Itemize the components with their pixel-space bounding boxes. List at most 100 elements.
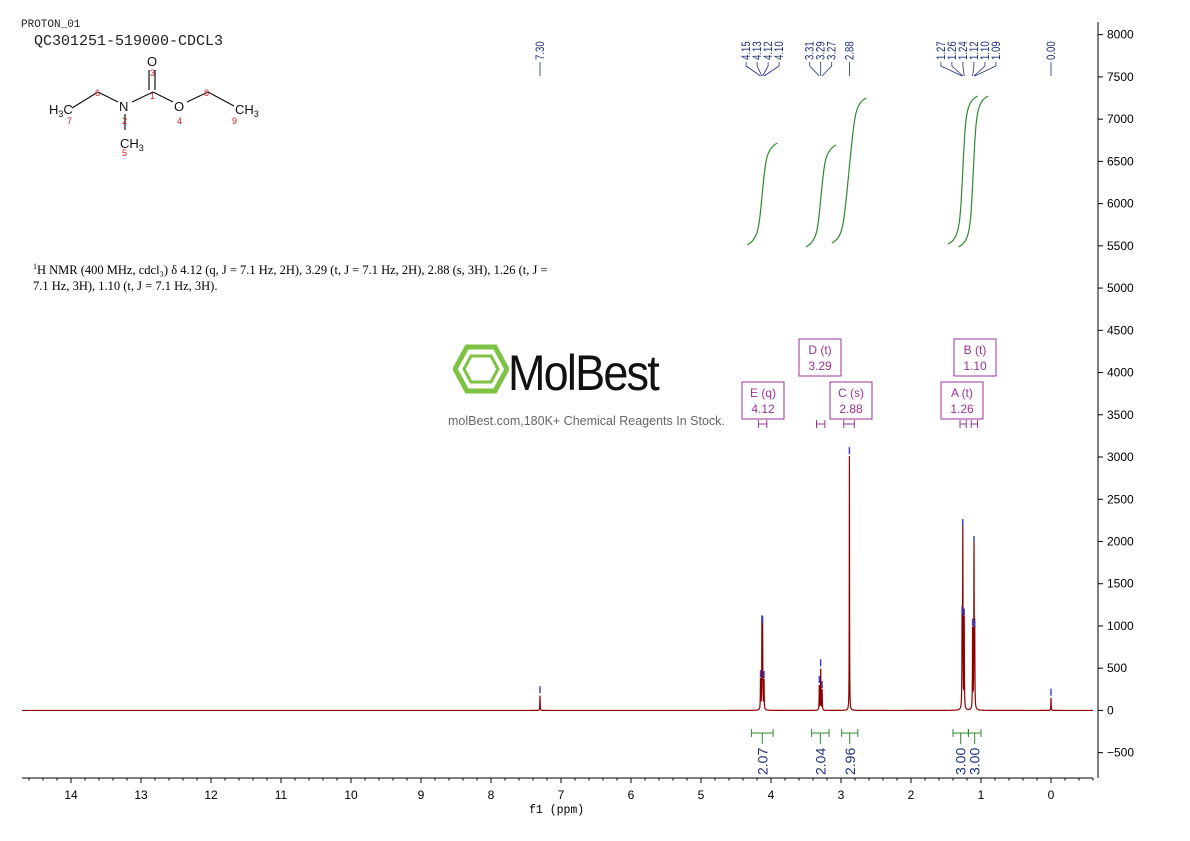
atom-label-4: 4 <box>177 116 182 126</box>
atom-ch3-right: CH3 <box>235 102 259 119</box>
atom-ch3-n: CH3 <box>120 136 144 153</box>
peak-label: 4.12 <box>762 41 775 60</box>
atom-ch3-left: H3C <box>49 102 73 119</box>
atom-label-7: 7 <box>67 116 72 126</box>
integral-curve <box>746 142 778 246</box>
peak-label: 3.27 <box>826 41 839 60</box>
atom-label-5: 5 <box>122 148 127 158</box>
peak-label: 1.27 <box>935 41 948 60</box>
peak-label-connector <box>745 62 761 77</box>
multiplet-shift: 3.29 <box>808 359 832 373</box>
atom-label-3: 3 <box>150 68 155 78</box>
y-tick-label: 5500 <box>1107 239 1134 253</box>
multiplet-box: B (t) 1.10 <box>953 338 997 377</box>
brand-tagline: molBest.com,180K+ Chemical Reagents In S… <box>448 414 725 428</box>
peak-label-connector <box>973 62 986 77</box>
molecule-structure: H3C N O O CH3 CH3 7 6 2 1 3 4 8 9 5 <box>49 54 259 158</box>
multiplet-box-frame <box>940 381 984 420</box>
y-tick-label: 3000 <box>1107 450 1134 464</box>
nmr-isotope: 1 <box>33 262 37 271</box>
y-tick-label: 2000 <box>1107 534 1134 548</box>
y-tick-label: 4000 <box>1107 366 1134 380</box>
peak-label: 7.30 <box>534 41 547 60</box>
y-tick-label: 4500 <box>1107 323 1134 337</box>
atom-label-8: 8 <box>204 88 209 98</box>
multiplet-box: C (s) 2.88 <box>829 381 873 420</box>
multiplet-title: C (s) <box>838 386 864 400</box>
peak-label-connector <box>962 62 965 77</box>
x-axis-label: f1 (ppm) <box>529 804 585 817</box>
nmr-description-line2: 7.1 Hz, 3H), 1.10 (t, J = 7.1 Hz, 3H). <box>33 279 218 294</box>
y-tick-label: 7000 <box>1107 112 1134 126</box>
multiplet-box-frame <box>741 381 785 420</box>
integral-region: 2.96 <box>841 729 859 775</box>
y-tick-label: 3500 <box>1107 408 1134 422</box>
integral-curve <box>958 95 989 248</box>
peak-label: 1.09 <box>990 41 1003 60</box>
y-tick-label: 2500 <box>1107 492 1134 506</box>
multiplet-box: A (t) 1.26 <box>940 381 984 420</box>
integral-curve <box>947 95 978 245</box>
x-tick-label: 1 <box>978 788 985 802</box>
nmr-description: 1H NMR (400 MHz, cdcl₃) δ 4.12 (q, J = 7… <box>33 259 593 294</box>
atom-o-carbonyl: O <box>147 54 157 69</box>
x-tick-label: 0 <box>1048 788 1055 802</box>
atom-label-2: 2 <box>122 116 127 126</box>
y-tick-label: 500 <box>1107 661 1127 675</box>
brand-logo-icon <box>453 344 509 394</box>
multiplet-box-frame <box>798 338 842 377</box>
multiplet-shift: 2.88 <box>839 402 863 416</box>
x-tick-label: 13 <box>134 788 148 802</box>
y-tick-label: 6000 <box>1107 197 1134 211</box>
multiplet-box-frame <box>953 338 997 377</box>
peak-label: 1.10 <box>979 41 992 60</box>
x-tick-label: 9 <box>418 788 425 802</box>
peak-label: 3.31 <box>804 41 817 60</box>
peak-label-connector <box>940 62 963 77</box>
peak-label: 4.10 <box>773 41 786 60</box>
y-tick-label: 1000 <box>1107 619 1134 633</box>
y-tick-label: 0 <box>1107 703 1114 717</box>
peak-label-connector <box>762 62 769 77</box>
peak-label: 2.88 <box>843 41 856 60</box>
multiplet-title: E (q) <box>750 386 776 400</box>
multiplet-title: B (t) <box>964 343 987 357</box>
atom-o-ester: O <box>174 99 184 114</box>
sample-id: QC301251-519000-CDCL3 <box>34 33 224 50</box>
atom-label-1: 1 <box>150 91 155 101</box>
multiplet-title: A (t) <box>951 386 973 400</box>
y-tick-label: −500 <box>1107 746 1134 760</box>
multiplet-box-frame <box>829 381 873 420</box>
integral-region: 2.07 <box>750 729 774 775</box>
integral-region: 3.00 <box>967 729 983 775</box>
peak-label-connector <box>763 62 780 77</box>
x-tick-label: 3 <box>838 788 845 802</box>
x-tick-label: 10 <box>344 788 358 802</box>
x-tick-label: 12 <box>204 788 218 802</box>
y-tick-label: 8000 <box>1107 28 1134 42</box>
peak-label: 1.26 <box>946 41 959 60</box>
peak-label: 4.13 <box>751 41 764 60</box>
integral-value: 2.07 <box>754 748 770 775</box>
integral-curve <box>805 144 837 248</box>
x-tick-label: 14 <box>64 788 78 802</box>
x-tick-label: 5 <box>698 788 705 802</box>
y-tick-label: 5000 <box>1107 281 1134 295</box>
peak-label: 0.00 <box>1045 41 1058 60</box>
peak-label-connector <box>972 62 975 77</box>
peak-label-connector <box>951 62 964 77</box>
peak-label: 1.12 <box>968 41 981 60</box>
integral-region: 3.00 <box>952 729 969 775</box>
y-tick-label: 6500 <box>1107 154 1134 168</box>
integral-curve <box>831 97 867 244</box>
atom-n: N <box>119 99 128 114</box>
nmr-description-line1: H NMR (400 MHz, cdcl₃) δ 4.12 (q, J = 7.… <box>37 263 548 278</box>
atom-label-9: 9 <box>232 116 237 126</box>
multiplet-shift: 1.26 <box>950 402 974 416</box>
spectrum-trace <box>22 456 1093 712</box>
brand-name: MolBest <box>508 345 660 401</box>
x-tick-label: 4 <box>768 788 775 802</box>
integral-region: 2.04 <box>811 729 830 775</box>
y-tick-label: 7500 <box>1107 70 1134 84</box>
